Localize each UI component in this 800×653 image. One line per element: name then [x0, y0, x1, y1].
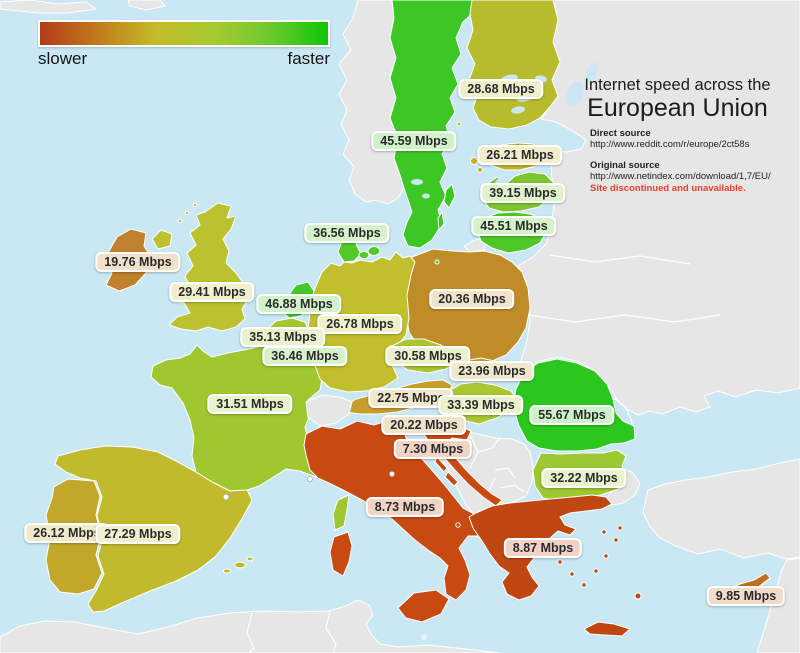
- original-source-url: http://www.netindex.com/download/1,7/EU/: [590, 171, 771, 183]
- turkey-anatolia: [642, 458, 800, 560]
- danish-islands: [358, 246, 440, 265]
- monaco-dot: [307, 476, 313, 482]
- sicily-island: [397, 589, 450, 623]
- balkan-inner-borders: [469, 434, 525, 493]
- sardinia-island: [329, 531, 353, 577]
- original-source-label: Original source: [590, 159, 660, 171]
- northern-ireland: [151, 229, 173, 250]
- legend-labels: slower faster: [38, 49, 330, 69]
- title-line2: European Union: [587, 93, 768, 122]
- crete-island: [583, 621, 631, 637]
- balearic-islands: [223, 556, 254, 574]
- title-block: Internet speed across the European Union: [570, 76, 785, 122]
- direct-source-url: http://www.reddit.com/r/europe/2ct58s: [590, 139, 750, 151]
- malta: [421, 634, 427, 640]
- switzerland: [305, 394, 353, 427]
- gulf-of-riga: [495, 178, 509, 190]
- legend-faster-label: faster: [287, 49, 330, 68]
- direct-source-label: Direct source: [590, 128, 651, 139]
- sources-block: Direct source http://www.reddit.com/r/eu…: [590, 128, 795, 194]
- hebrides-islands: [177, 202, 198, 224]
- oland-island: [437, 211, 445, 231]
- title-line1: Internet speed across the: [584, 76, 771, 94]
- legend-slower-label: slower: [38, 49, 88, 68]
- corsica-island: [332, 494, 350, 531]
- gotland-island: [443, 183, 456, 209]
- russia-belarus-ukraine: [515, 0, 800, 416]
- kaliningrad: [463, 238, 488, 253]
- country-sweden: [389, 0, 475, 249]
- dalmatian-islands: [434, 456, 459, 487]
- country-portugal: [45, 478, 103, 595]
- andorra-dot: [222, 493, 230, 501]
- north-africa: [0, 599, 501, 653]
- iceland-edge: [127, 0, 166, 11]
- san-marino-dot: [389, 471, 395, 477]
- aland-island: [456, 121, 462, 127]
- microstates: [222, 471, 395, 501]
- greenland-edge: [0, 0, 97, 14]
- source-note: Site discontinued and unavailable.: [590, 182, 746, 194]
- legend-gradient-bar: [38, 20, 330, 47]
- legend: slower faster: [38, 20, 330, 69]
